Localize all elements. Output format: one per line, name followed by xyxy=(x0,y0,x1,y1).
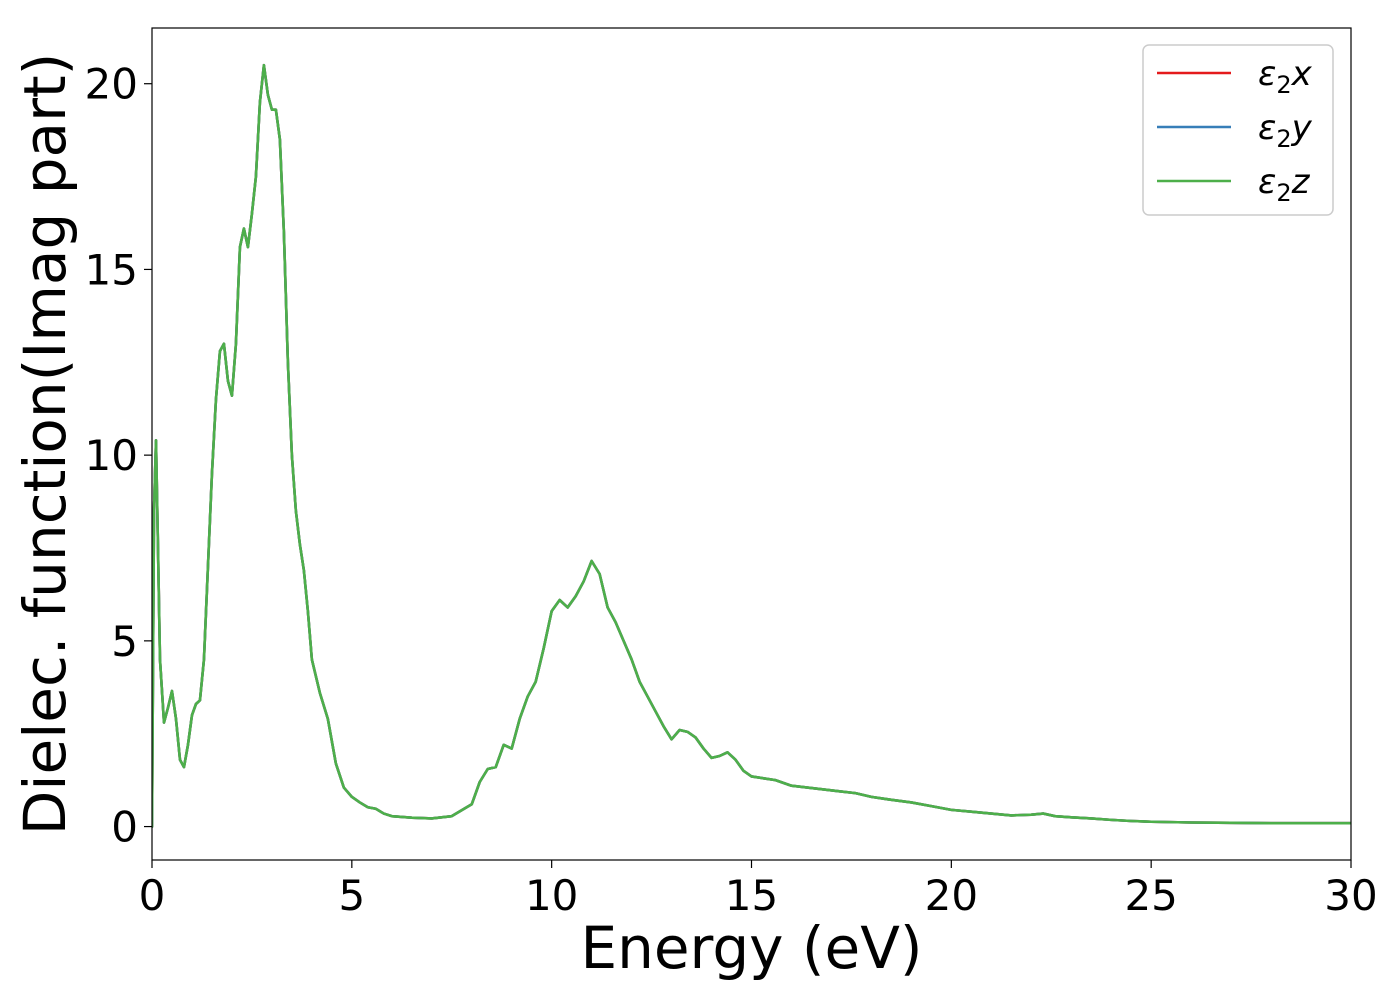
legend-label-2z: ε2z xyxy=(1258,162,1311,207)
legend-label-2y: ε2y xyxy=(1258,108,1313,153)
series-group xyxy=(152,63,1351,828)
legend-label-2x: ε2x xyxy=(1258,54,1313,99)
y-tick-label: 20 xyxy=(85,60,138,109)
y-tick-label: 15 xyxy=(85,245,138,294)
x-tick-label: 0 xyxy=(139,871,166,920)
series-line-2z xyxy=(152,63,1351,828)
legend: ε2x ε2y ε2z xyxy=(1142,44,1334,216)
y-axis-ticks: 0 5 10 15 20 xyxy=(85,60,152,852)
y-tick-label: 10 xyxy=(85,431,138,480)
y-axis-label: Dielec. function(Imag part) xyxy=(11,53,79,836)
x-tick-label: 5 xyxy=(338,871,365,920)
x-tick-label: 15 xyxy=(725,871,778,920)
legend-entries: ε2x ε2y ε2z xyxy=(1157,54,1313,207)
x-tick-label: 30 xyxy=(1324,871,1377,920)
x-tick-label: 10 xyxy=(525,871,578,920)
legend-frame xyxy=(1142,44,1334,216)
y-tick-label: 0 xyxy=(111,803,138,852)
x-axis-ticks: 0 5 10 15 20 25 30 xyxy=(139,860,1378,920)
plot-area xyxy=(151,27,1352,861)
x-tick-label: 25 xyxy=(1124,871,1177,920)
x-axis-label: Energy (eV) xyxy=(580,914,922,982)
y-tick-label: 5 xyxy=(111,617,138,666)
x-tick-label: 20 xyxy=(925,871,978,920)
